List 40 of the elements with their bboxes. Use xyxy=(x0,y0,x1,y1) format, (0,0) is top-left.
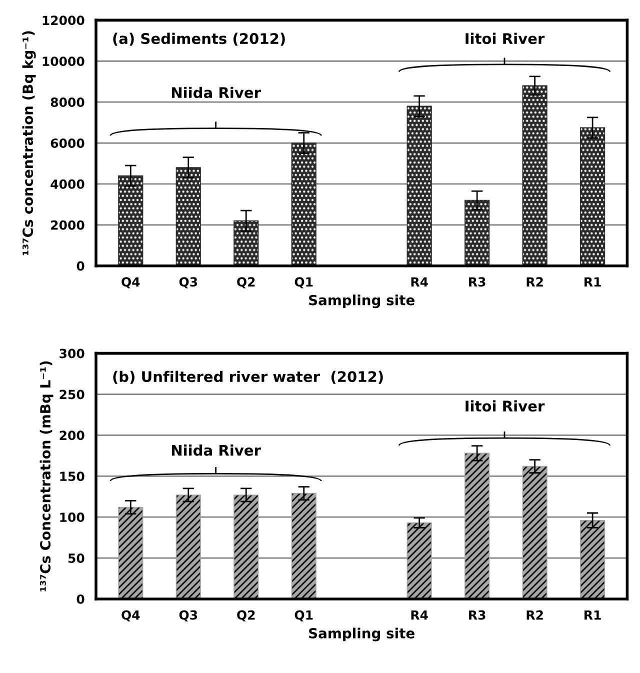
y-tick-label: 50 xyxy=(68,554,84,563)
annotation: (a) Sediments (2012) xyxy=(113,32,285,46)
y-tick-label: 10000 xyxy=(42,56,84,66)
y-axis-title: ¹³⁷Cs Concentration (mBq L⁻¹) xyxy=(40,361,54,592)
y-axis-title: ¹³⁷Cs concentration (Bq kg⁻¹) xyxy=(22,31,36,256)
annotation: Niida River xyxy=(172,444,261,456)
x-tick-label: R4 xyxy=(411,277,428,286)
x-tick-label: R4 xyxy=(411,610,428,620)
y-tick-label: 6000 xyxy=(50,138,84,148)
x-tick-label: Q2 xyxy=(237,277,255,288)
y-tick-label: 150 xyxy=(60,472,84,482)
y-tick-label: 200 xyxy=(60,430,84,440)
x-tick-label: R2 xyxy=(526,277,543,286)
x-tick-label: R3 xyxy=(469,277,486,287)
x-axis-title: Sampling site xyxy=(309,294,414,308)
x-tick-label: Q3 xyxy=(179,610,198,622)
y-tick-label: 0 xyxy=(76,594,84,604)
y-tick-label: 250 xyxy=(60,390,84,400)
x-tick-label: R1 xyxy=(584,610,601,620)
y-tick-label: 4000 xyxy=(50,179,84,189)
x-tick-label: Q4 xyxy=(122,277,140,288)
x-tick-label: Q3 xyxy=(179,277,198,288)
y-tick-label: 100 xyxy=(60,512,84,522)
y-tick-label: 8000 xyxy=(50,98,84,107)
annotation: Iitoi River xyxy=(466,32,545,44)
x-axis-title: Sampling site xyxy=(309,628,414,642)
annotation: Iitoi River xyxy=(466,400,545,412)
x-tick-label: Q2 xyxy=(237,610,255,622)
x-tick-label: R1 xyxy=(584,277,601,286)
x-tick-label: Q1 xyxy=(294,610,313,622)
x-tick-label: R2 xyxy=(526,610,543,620)
annotation: Niida River xyxy=(172,86,261,98)
y-tick-label: 2000 xyxy=(51,220,84,230)
x-tick-label: Q4 xyxy=(122,610,140,622)
y-tick-label: 12000 xyxy=(42,16,84,26)
y-tick-label: 300 xyxy=(60,348,84,358)
annotation: (b) Unfiltered river water (2012) xyxy=(113,370,383,384)
x-tick-label: R3 xyxy=(469,610,486,620)
x-tick-label: Q1 xyxy=(294,277,313,288)
y-tick-label: 0 xyxy=(76,261,84,271)
